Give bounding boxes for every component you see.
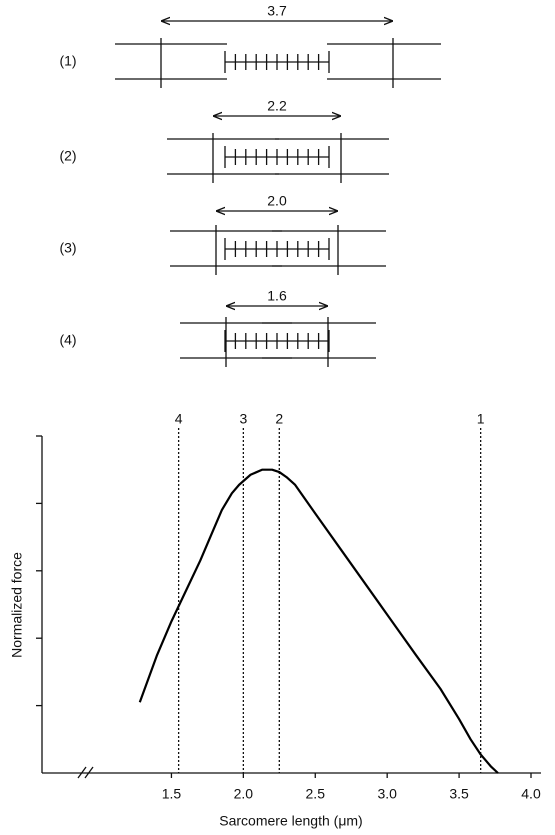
x-tick-label: 2.0 [234, 786, 254, 802]
axis-break [77, 766, 87, 779]
x-tick-label: 4.0 [521, 786, 541, 802]
axis-break [84, 766, 94, 779]
sarcomere-length: 1.6 [267, 288, 287, 304]
marker-label: 1 [477, 411, 485, 427]
force-curve [138, 468, 499, 774]
x-tick-label: 2.5 [306, 786, 326, 802]
sarcomere-label: (4) [59, 332, 76, 348]
sarcomere-length: 2.2 [267, 98, 287, 114]
sarcomere-label: (2) [59, 148, 76, 164]
sarcomere-label: (3) [59, 240, 76, 256]
sarcomere-length: 2.0 [267, 193, 287, 209]
marker-label: 4 [175, 411, 183, 427]
y-axis-label: Normalized force [9, 552, 25, 658]
marker-label: 3 [239, 411, 247, 427]
sarcomere-length: 3.7 [267, 3, 287, 19]
x-tick-label: 1.5 [162, 786, 182, 802]
sarcomere-label: (1) [59, 53, 76, 69]
x-tick-label: 3.0 [377, 786, 397, 802]
x-tick-label: 3.5 [449, 786, 469, 802]
marker-label: 2 [275, 411, 283, 427]
x-axis-label: Sarcomere length (μm) [219, 813, 362, 829]
